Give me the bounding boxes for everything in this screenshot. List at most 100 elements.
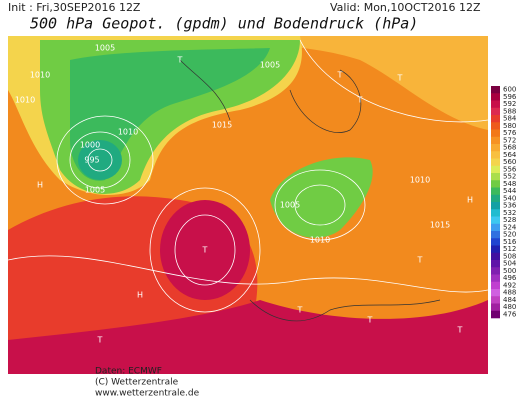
colorbar-label: 564 (503, 151, 517, 159)
colorbar-swatch (491, 238, 500, 246)
map-label: 1010 (310, 236, 330, 245)
colorbar-label: 476 (503, 310, 517, 318)
colorbar-swatch (491, 151, 500, 159)
colorbar-label: 548 (503, 180, 516, 188)
colorbar-swatch (491, 231, 500, 239)
colorbar-label: 580 (503, 122, 516, 130)
field (70, 48, 270, 181)
map-label: T (397, 74, 403, 83)
map-label: 1005 (95, 44, 115, 53)
map-label: 1010 (30, 71, 50, 80)
colorbar-swatch (491, 267, 500, 275)
colorbar-swatch (491, 122, 500, 130)
map-label: 1005 (85, 186, 105, 195)
map-label: T (457, 326, 463, 335)
map-labels: 1010 1005 1000 995 1010 1005 H T T T T T H 1010 1005 10… (15, 44, 473, 345)
colorbar-label: 524 (503, 223, 517, 231)
colorbar-label: 500 (503, 267, 516, 275)
map-label: 1010 (15, 96, 35, 105)
map-label: 1010 (410, 176, 430, 185)
map-label: 1015 (430, 221, 450, 230)
colorbar-swatch (491, 245, 500, 254)
colorbar-label: 536 (503, 202, 517, 210)
colorbar-swatch (491, 296, 500, 304)
colorbar-label: 532 (503, 209, 516, 217)
colorbar-swatch (491, 100, 500, 109)
colorbar-swatch (491, 129, 500, 138)
field (160, 200, 250, 300)
colorbar-label: 492 (503, 281, 516, 289)
colorbar-swatch (491, 93, 500, 101)
colorbar-label: 568 (503, 144, 516, 152)
field (270, 157, 373, 238)
colorbar: 6005965925885845805765725685645605565525… (491, 86, 517, 319)
colorbar-swatch (491, 209, 500, 217)
colorbar-swatch (491, 303, 500, 312)
colorbar-swatch (491, 187, 500, 196)
map-label: 1010 (118, 128, 138, 137)
colorbar-swatch (491, 223, 500, 232)
field (78, 140, 122, 180)
colorbar-label: 488 (503, 289, 516, 297)
map-label: T (297, 306, 303, 315)
colorbar-label: 592 (503, 100, 516, 108)
colorbar-label: 572 (503, 136, 516, 144)
colorbar-label: 516 (503, 238, 517, 246)
field (8, 300, 488, 374)
map-label: T (202, 246, 208, 255)
colorbar-label: 600 (503, 86, 516, 94)
colorbar-label: 560 (503, 158, 516, 166)
footer-source: Daten: ECMWF (95, 367, 162, 377)
footer-url: www.wetterzentrale.de (95, 389, 200, 399)
colorbar-swatch (491, 115, 500, 123)
colorbar-swatch (491, 289, 500, 297)
colorbar-label: 552 (503, 173, 516, 181)
colorbar-label: 544 (503, 187, 517, 195)
colorbar-label: 508 (503, 252, 516, 260)
colorbar-label: 576 (503, 129, 517, 137)
colorbar-swatch (491, 252, 500, 261)
map-label: 995 (84, 156, 99, 165)
init-time: Init : Fri,30SEP2016 12Z (8, 1, 141, 14)
colorbar-swatch (491, 144, 500, 152)
colorbar-swatch (491, 274, 500, 283)
map (8, 36, 488, 374)
map-label: T (417, 256, 423, 265)
colorbar-swatch (491, 310, 500, 319)
colorbar-label: 588 (503, 107, 516, 115)
colorbar-label: 512 (503, 245, 516, 253)
colorbar-label: 556 (503, 165, 517, 173)
colorbar-label: 504 (503, 260, 517, 268)
colorbar-swatch (491, 173, 500, 181)
colorbar-swatch (491, 86, 500, 94)
colorbar-swatch (491, 281, 500, 290)
map-label: H (467, 196, 473, 205)
map-label: 1005 (260, 61, 280, 70)
valid-time: Valid: Mon,10OCT2016 12Z (330, 1, 481, 14)
map-title: 500 hPa Geopot. (gpdm) und Bodendruck (h… (30, 15, 418, 33)
map-label: 1015 (212, 121, 232, 130)
map-label: 1000 (80, 141, 100, 150)
map-label: T (97, 336, 103, 345)
contours (8, 39, 488, 313)
colorbar-label: 520 (503, 231, 516, 239)
colorbar-swatch (491, 158, 500, 167)
colorbar-swatch (491, 136, 500, 145)
footer-copyright: (C) Wetterzentrale (95, 378, 179, 388)
map-label: H (137, 291, 143, 300)
colorbar-swatch (491, 260, 500, 268)
colorbar-swatch (491, 180, 500, 188)
map-label: T (177, 56, 183, 65)
colorbar-swatch (491, 107, 500, 116)
colorbar-label: 480 (503, 303, 516, 311)
colorbar-swatch (491, 202, 500, 210)
colorbar-label: 484 (503, 296, 517, 304)
colorbar-swatch (491, 216, 500, 225)
colorbar-label: 584 (503, 115, 517, 123)
colorbar-label: 596 (503, 93, 517, 101)
map-label: T (367, 316, 373, 325)
colorbar-label: 496 (503, 274, 517, 282)
map-label: T (357, 96, 363, 105)
colorbar-label: 528 (503, 216, 516, 224)
